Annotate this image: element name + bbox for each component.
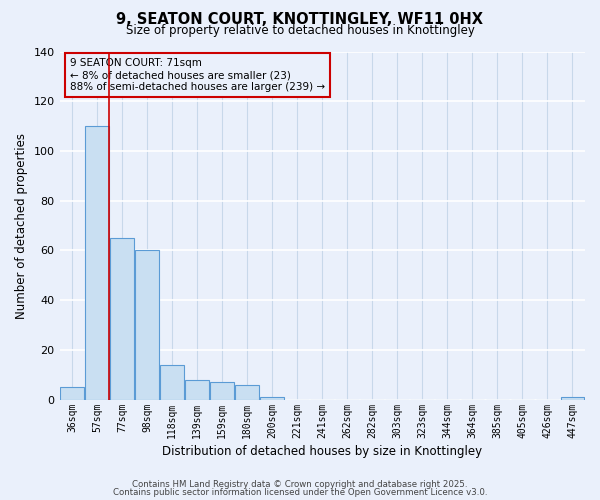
Text: Size of property relative to detached houses in Knottingley: Size of property relative to detached ho… — [125, 24, 475, 37]
Text: Contains public sector information licensed under the Open Government Licence v3: Contains public sector information licen… — [113, 488, 487, 497]
Bar — [60, 387, 84, 400]
Bar — [260, 397, 284, 400]
Bar — [560, 397, 584, 400]
Y-axis label: Number of detached properties: Number of detached properties — [15, 132, 28, 318]
X-axis label: Distribution of detached houses by size in Knottingley: Distribution of detached houses by size … — [162, 444, 482, 458]
Bar — [235, 384, 259, 400]
Text: Contains HM Land Registry data © Crown copyright and database right 2025.: Contains HM Land Registry data © Crown c… — [132, 480, 468, 489]
Bar — [210, 382, 234, 400]
Bar — [185, 380, 209, 400]
Bar — [110, 238, 134, 400]
Bar — [85, 126, 109, 400]
Text: 9 SEATON COURT: 71sqm
← 8% of detached houses are smaller (23)
88% of semi-detac: 9 SEATON COURT: 71sqm ← 8% of detached h… — [70, 58, 325, 92]
Bar — [135, 250, 159, 400]
Text: 9, SEATON COURT, KNOTTINGLEY, WF11 0HX: 9, SEATON COURT, KNOTTINGLEY, WF11 0HX — [116, 12, 484, 28]
Bar — [160, 364, 184, 400]
